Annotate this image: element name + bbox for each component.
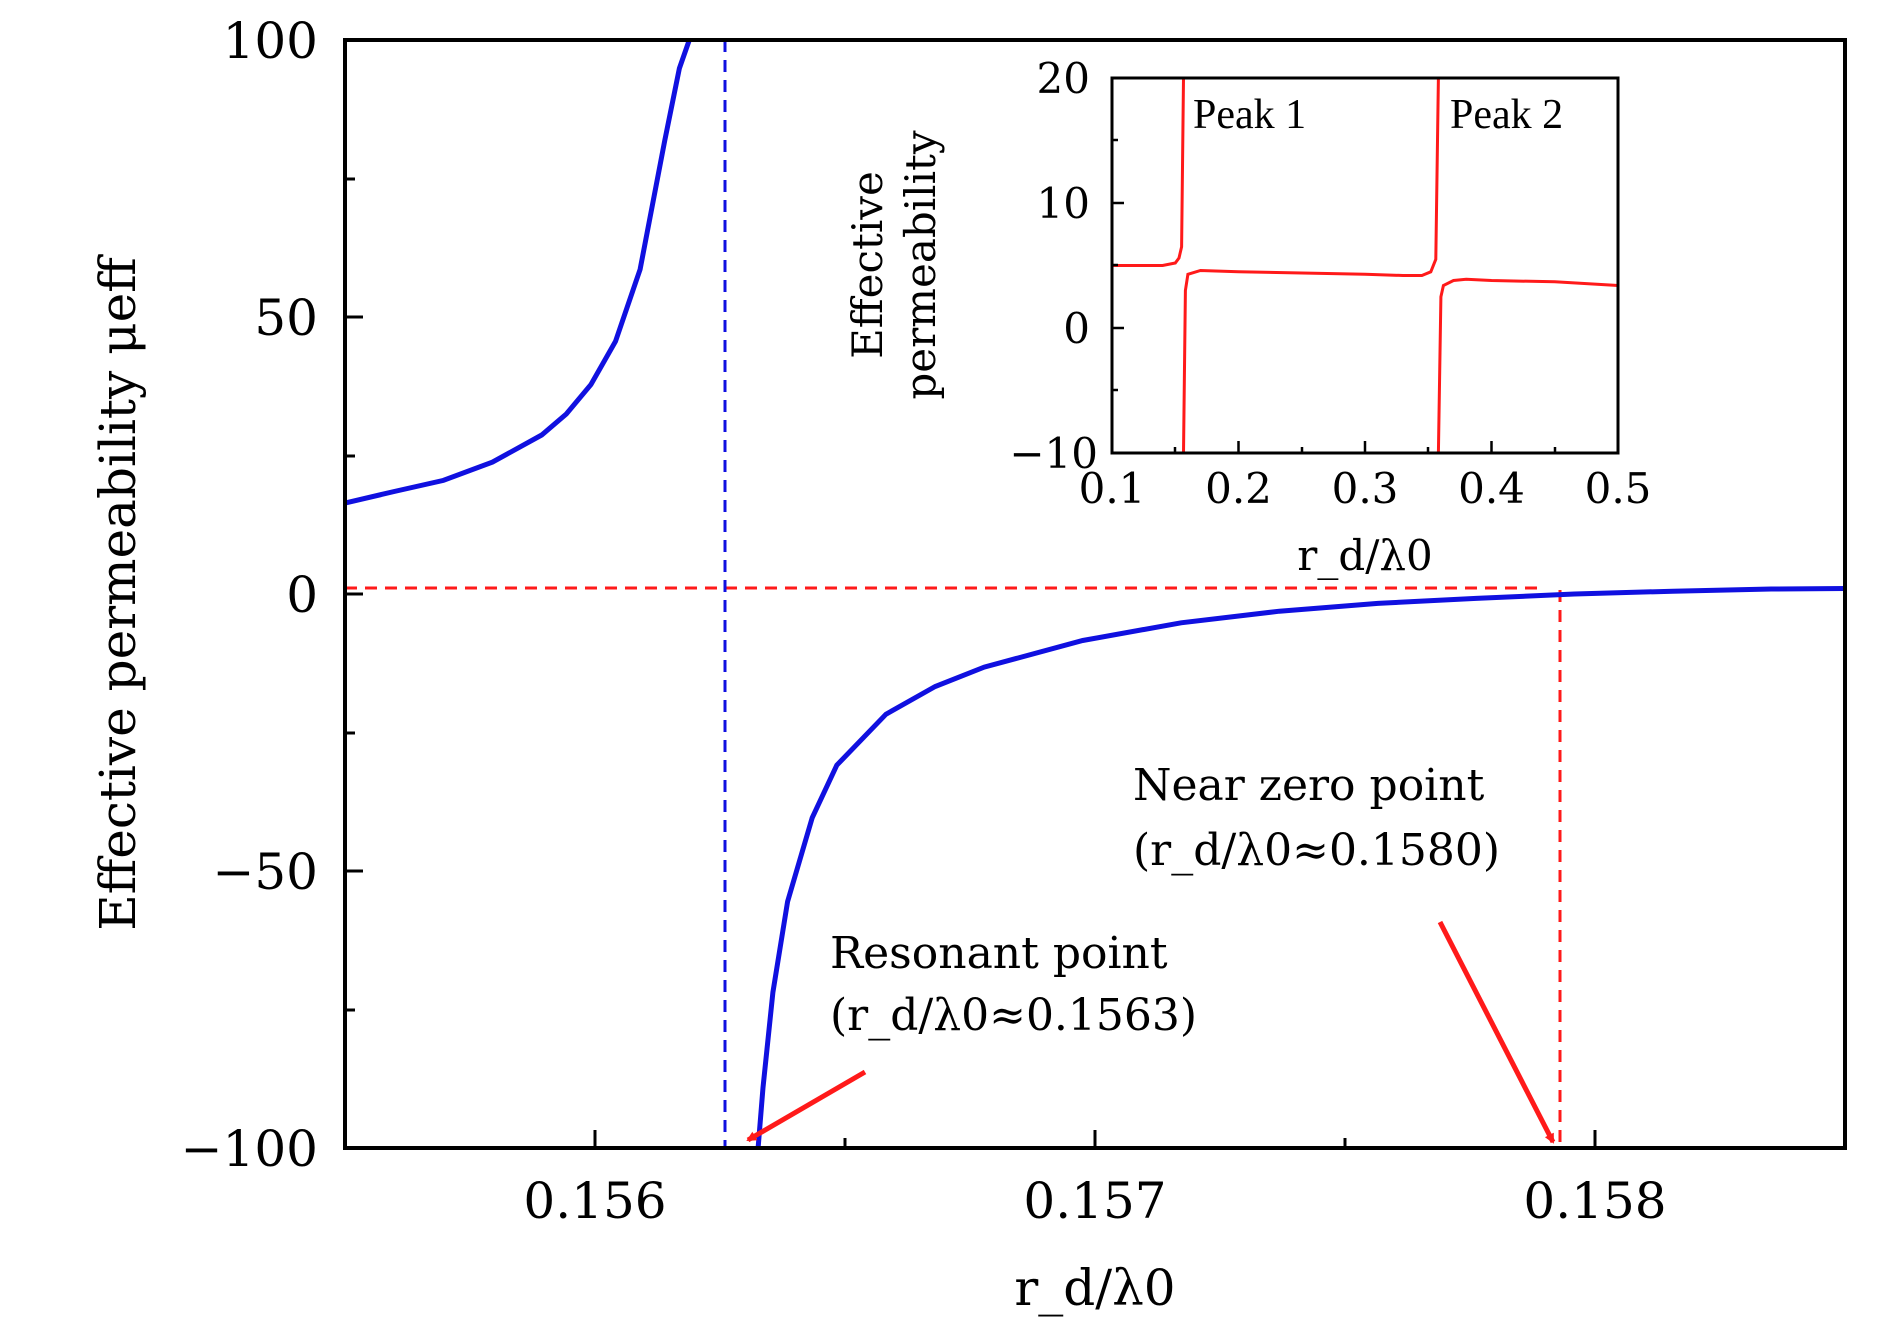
inset-x-tick-label: 0.4 (1458, 464, 1525, 513)
inset-y-axis-label-line-2: permeability (896, 130, 945, 400)
inset-x-ticks (1173, 441, 1557, 453)
inset-x-axis-label: r_d/λ0 (1297, 531, 1432, 580)
main-y-ticks (345, 38, 363, 1012)
main-plot: 0.156 0.157 0.158 100 50 0 −50 −100 r_d/… (89, 12, 1847, 1317)
main-x-axis-label: r_d/λ0 (1014, 1259, 1175, 1317)
resonant-point-label: Resonant point (830, 928, 1168, 979)
main-y-tick-label: 0 (286, 566, 318, 624)
main-series-right-branch (755, 586, 1846, 1149)
main-y-tick-label: −100 (181, 1120, 318, 1178)
near-zero-point-value: (r_d/λ0≈0.1580) (1133, 825, 1500, 876)
inset-y-axis-label-line-1: Effective (843, 171, 892, 359)
main-y-tick-label: 100 (223, 12, 318, 70)
main-series-left-branch (344, 39, 692, 506)
main-x-tick-label: 0.158 (1523, 1172, 1666, 1230)
main-y-tick-label: 50 (254, 289, 318, 347)
inset-x-tick-label: 0.2 (1205, 464, 1272, 513)
inset-plot: 0.1 0.2 0.3 0.4 0.5 20 10 0 −10 r_d/λ0 E… (843, 54, 1651, 580)
peak-1-label: Peak 1 (1193, 92, 1306, 138)
inset-series-segment-3 (1436, 277, 1619, 454)
inset-y-tick-label: −10 (1009, 429, 1098, 478)
main-y-tick-label: −50 (212, 843, 318, 901)
resonant-point-value: (r_d/λ0≈0.1563) (830, 990, 1197, 1041)
resonant-point-arrow (746, 1069, 867, 1143)
inset-background (1112, 78, 1618, 453)
main-y-axis-label: Effective permeability μeff (89, 254, 147, 931)
inset-x-tick-label: 0.5 (1585, 464, 1652, 513)
near-zero-point-label: Near zero point (1133, 760, 1485, 811)
main-x-ticks (593, 1130, 1597, 1148)
inset-series-segment-1 (1112, 77, 1185, 267)
inset-y-tick-label: 20 (1037, 54, 1090, 103)
near-zero-point-arrow (1437, 920, 1556, 1144)
inset-x-tick-label: 0.1 (1079, 464, 1146, 513)
inset-y-tick-label: 10 (1037, 179, 1090, 228)
main-x-tick-label: 0.156 (523, 1172, 666, 1230)
inset-series-segment-2 (1182, 77, 1440, 454)
main-x-tick-label: 0.157 (1023, 1172, 1166, 1230)
inset-x-tick-label: 0.3 (1332, 464, 1399, 513)
inset-y-tick-label: 0 (1063, 304, 1090, 353)
peak-2-label: Peak 2 (1450, 92, 1563, 138)
inset-y-ticks (1112, 138, 1124, 392)
